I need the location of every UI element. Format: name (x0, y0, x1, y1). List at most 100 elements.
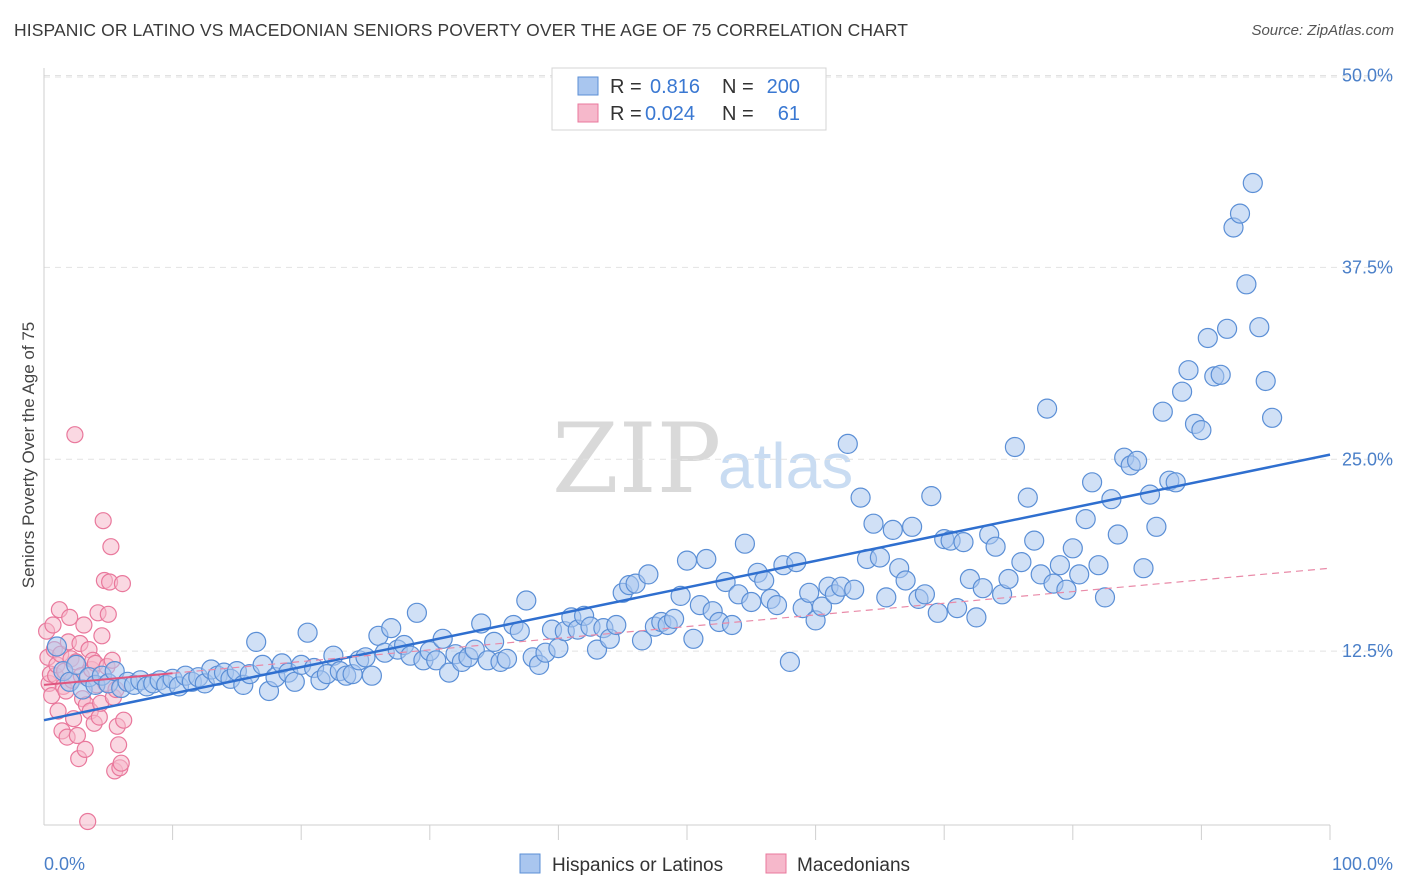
hispanics-point-159 (1069, 564, 1090, 585)
legend-n-value-2: 61 (778, 103, 800, 125)
hispanics-point-154 (1036, 398, 1058, 419)
macedonians-point-30 (76, 740, 94, 759)
hispanics-point-125 (850, 487, 871, 508)
hispanics-point-178 (1191, 420, 1212, 441)
macedonians-point-32 (79, 812, 97, 831)
hispanics-point-135 (914, 584, 936, 605)
trendline-macedonians-dashed (172, 567, 1331, 674)
chart-title: HISPANIC OR LATINO VS MACEDONIAN SENIORS… (14, 20, 909, 40)
hispanics-point-70 (496, 648, 518, 669)
hispanics-point-73 (516, 590, 537, 611)
hispanics-point-127 (863, 513, 884, 534)
hispanics-point-165 (1107, 524, 1128, 545)
macedonians-point-24 (68, 726, 87, 745)
hispanics-point-156 (1049, 555, 1071, 576)
legend-r-label-1: R = (610, 76, 642, 98)
hispanics-point-59 (426, 650, 447, 671)
hispanics-point-140 (946, 597, 968, 619)
hispanics-point-151 (1017, 487, 1038, 508)
hispanics-point-114 (779, 651, 801, 673)
hispanics-point-56 (406, 602, 427, 623)
hispanics-point-119 (811, 596, 833, 617)
stats-legend: R = 0.816 N = 200 R = 0.024 N = 61 (551, 67, 827, 131)
hispanics-point-168 (1126, 450, 1148, 471)
trendline-hispanics (43, 453, 1331, 722)
hispanics-point-187 (1249, 317, 1270, 338)
hispanics-point-129 (876, 587, 897, 608)
hispanics-point-123 (837, 433, 858, 454)
series-hispanics (46, 172, 1283, 702)
hispanics-point-188 (1255, 370, 1276, 392)
x-ticks (172, 825, 1331, 840)
hispanics-point-149 (1004, 436, 1026, 458)
hispanics-point-99 (683, 628, 704, 649)
hispanics-point-150 (1011, 551, 1032, 573)
y-tick-labels: 12.5% 25.0% 37.5% 50.0% (1342, 66, 1393, 662)
hispanics-point-39 (297, 622, 318, 643)
hispanics-point-78 (548, 637, 569, 659)
bottom-legend-swatch-blue[interactable] (519, 853, 541, 874)
hispanics-point-185 (1236, 274, 1257, 295)
hispanics-point-112 (766, 594, 788, 616)
legend-n-value-1: 200 (767, 76, 800, 98)
hispanics-point-169 (1133, 558, 1154, 579)
series-legend: Hispanics or Latinos Macedonians (519, 853, 910, 876)
macedonians-point-50 (102, 538, 120, 556)
legend-n-label-1: N = (722, 76, 754, 98)
hispanics-point-31 (246, 631, 267, 653)
legend-n-label-2: N = (722, 103, 754, 125)
y-axis-label: Seniors Poverty Over the Age of 75 (19, 322, 38, 588)
y-tick-label-0: 12.5% (1342, 641, 1393, 661)
legend-r-value-2: 0.024 (645, 103, 695, 125)
legend-swatch-pink (577, 103, 599, 123)
macedonians-point-59 (113, 574, 132, 593)
legend-swatch-blue (577, 76, 599, 96)
hispanics-point-130 (882, 519, 903, 541)
hispanics-point-98 (676, 550, 698, 571)
hispanics-point-117 (799, 582, 820, 603)
y-tick-label-2: 37.5% (1342, 257, 1393, 277)
hispanics-point-0 (46, 636, 68, 657)
hispanics-point-181 (1210, 364, 1231, 385)
hispanics-point-162 (1088, 555, 1109, 576)
hispanics-point-133 (901, 516, 923, 537)
macedonians-point-48 (99, 605, 117, 623)
hispanics-point-97 (670, 585, 691, 607)
hispanics-point-186 (1242, 172, 1263, 194)
hispanics-point-128 (869, 547, 891, 568)
x-tick-label-max: 100.0% (1332, 854, 1393, 874)
legend-r-label-2: R = (610, 103, 642, 125)
hispanics-point-143 (966, 607, 987, 628)
bottom-legend-swatch-pink[interactable] (765, 853, 787, 874)
hispanics-point-92 (638, 564, 659, 585)
hispanics-point-68 (484, 631, 505, 653)
bottom-legend-label-macedonians[interactable]: Macedonians (797, 855, 910, 876)
hispanics-point-148 (998, 568, 1019, 590)
hispanics-point-152 (1024, 530, 1045, 551)
bottom-legend-label-hispanics[interactable]: Hispanics or Latinos (552, 855, 723, 876)
hispanics-point-108 (741, 591, 762, 613)
y-tick-label-1: 25.0% (1342, 449, 1393, 469)
hispanics-point-132 (895, 570, 916, 591)
macedonians-point-18 (61, 608, 79, 627)
macedonians-point-29 (75, 616, 93, 634)
x-tick-label-min: 0.0% (44, 854, 85, 874)
hispanics-point-179 (1197, 327, 1218, 349)
hispanics-point-124 (844, 579, 865, 600)
hispanics-point-115 (786, 551, 807, 573)
hispanics-point-3 (66, 654, 87, 676)
hispanics-point-170 (1139, 484, 1161, 505)
macedonians-point-43 (93, 627, 111, 645)
hispanics-point-146 (985, 536, 1006, 557)
macedonians-point-9 (49, 702, 67, 720)
trendline-macedonians-solid (43, 672, 173, 686)
hispanics-point-157 (1056, 579, 1077, 600)
macedonians-point-60 (115, 711, 133, 729)
macedonians-point-5 (44, 616, 62, 634)
macedonians-point-58 (112, 754, 130, 772)
hispanics-point-101 (696, 548, 717, 570)
macedonians-point-22 (66, 426, 84, 444)
hispanics-point-136 (921, 486, 942, 507)
hispanics-point-144 (972, 578, 993, 599)
y-tick-label-3: 50.0% (1342, 66, 1393, 86)
